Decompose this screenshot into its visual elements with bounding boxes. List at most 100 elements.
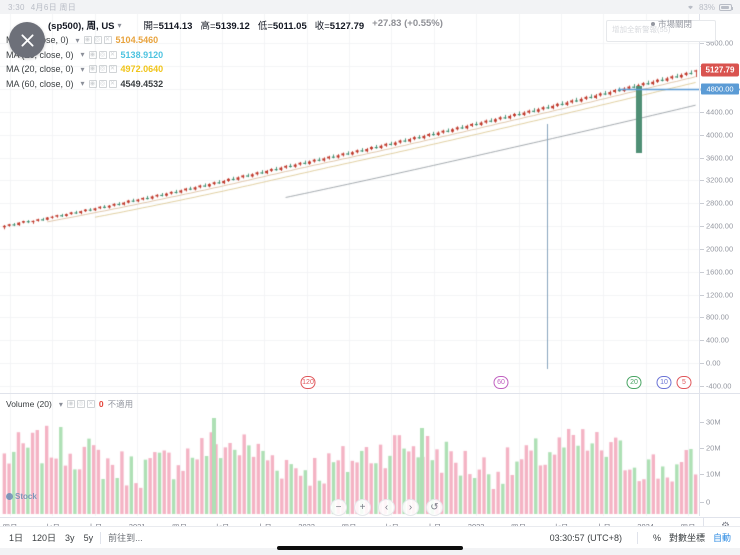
ma-badge-10[interactable]: 10 <box>656 376 672 389</box>
price-tick <box>700 340 704 342</box>
price-axis-label: 5600.00 <box>706 38 734 48</box>
settings-icon[interactable]: ◎ <box>98 50 107 59</box>
volume-indicator-name[interactable]: Volume (20) <box>6 399 52 409</box>
settings-icon[interactable]: ◎ <box>98 65 107 73</box>
indicator-name[interactable]: MA (20, close, 0) <box>6 64 74 74</box>
range-button-5y[interactable]: 5y <box>83 532 94 543</box>
price-axis-label: 3200.00 <box>706 175 734 185</box>
indicator-row-1[interactable]: MA (5, close, 0)▾◉◎✕5104.5460 <box>6 34 734 47</box>
ma-badge-60[interactable]: 60 <box>493 376 509 389</box>
price-axis-label: 400.00 <box>706 335 729 345</box>
ma-badge-120[interactable]: 120 <box>300 376 316 389</box>
price-axis-label: 0.00 <box>706 358 721 368</box>
clock-label: 03:30:57 (UTC+8) <box>549 532 622 543</box>
status-dot-icon <box>650 22 655 26</box>
price-axis-label: 3600.00 <box>706 153 734 163</box>
indicator-name[interactable]: MA (10, close, 0) <box>6 49 74 60</box>
indicator-value: 4549.4532 <box>120 78 164 89</box>
indicator-controls[interactable]: ◉ ◎ ✕ <box>88 79 117 88</box>
indicator-row-4[interactable]: MA (60, close, 0) ▾ ◉ ◎ ✕ 4549.4532 <box>6 77 734 90</box>
percent-scale-button[interactable]: % <box>652 532 661 543</box>
chart-canvas[interactable] <box>0 14 740 526</box>
price-axis-label: 2800.00 <box>706 198 734 208</box>
indicator-controls[interactable]: ◉ ◎ ✕ <box>88 65 117 73</box>
logo-dot-icon <box>6 493 13 500</box>
bottom-toolbar: 1日 120日 3y 5y 前往到... 03:30:57 (UTC+8) % 對數坐… <box>0 526 740 548</box>
chevron-down-icon[interactable]: ▾ <box>58 399 63 409</box>
eye-icon[interactable]: ◉ <box>83 36 92 44</box>
ma-badge-20[interactable]: 20 <box>626 376 642 389</box>
reset-chart-button[interactable]: ↺ <box>426 499 443 516</box>
indicator-controls[interactable]: ◉ ◎ ✕ <box>88 50 117 59</box>
volume-axis-label: 10M <box>706 469 721 479</box>
price-axis-label: 1600.00 <box>706 267 734 277</box>
indicator-value: 4972.0640 <box>120 64 164 74</box>
settings-icon[interactable]: ◎ <box>93 36 102 44</box>
toolbar-divider <box>100 531 102 544</box>
high-label: 高= <box>200 21 216 32</box>
market-status-badge: 市場關閉 <box>650 18 692 30</box>
symbol-row[interactable]: (sp500), 周, US ▾ 開=5114.13 高=5139.12 低=5… <box>6 18 734 32</box>
battery-icon <box>719 3 733 11</box>
indicator-value: 5138.9120 <box>120 49 164 60</box>
symbol-name[interactable]: (sp500), 周, US <box>48 21 115 32</box>
chevron-down-icon[interactable]: ▾ <box>80 50 85 59</box>
remove-icon[interactable]: ✕ <box>86 400 95 408</box>
home-indicator <box>277 546 463 550</box>
price-tick <box>700 180 704 182</box>
volume-tick <box>700 474 704 475</box>
remove-icon[interactable]: ✕ <box>103 36 112 44</box>
price-tick <box>700 294 704 296</box>
alert-tooltip: 增加全新警報(55) <box>606 20 716 42</box>
volume-legend[interactable]: Volume (20) ▾ ◉ ◎ ✕ 0 不適用 <box>6 398 133 410</box>
chart-legend: (sp500), 周, US ▾ 開=5114.13 高=5139.12 低=5… <box>0 14 740 90</box>
price-axis-label: 1200.00 <box>706 290 734 300</box>
range-selector[interactable]: 1日 120日 3y 5y <box>0 531 93 544</box>
price-tick <box>700 157 704 159</box>
settings-icon[interactable]: ◎ <box>76 400 85 408</box>
eye-icon[interactable]: ◉ <box>88 50 97 59</box>
indicator-row-2[interactable]: MA (10, close, 0) ▾ ◉ ◎ ✕ 5138.9120 <box>6 48 734 61</box>
zoom-controls[interactable]: − + ‹ › ↺ <box>330 499 443 516</box>
chevron-down-icon[interactable]: ▾ <box>117 20 122 30</box>
indicator-name[interactable]: MA (60, close, 0) <box>6 78 74 89</box>
eye-icon[interactable]: ◉ <box>88 65 97 73</box>
watermark-text: Stock <box>15 492 37 501</box>
volume-axis-label: 20M <box>706 443 721 453</box>
zoom-out-button[interactable]: − <box>330 499 347 516</box>
remove-icon[interactable]: ✕ <box>108 50 117 59</box>
chart-card: 增加全新警報(55) 市場關閉 (sp500), 周, US ▾ 開=5114.… <box>0 14 740 535</box>
range-button-1日[interactable]: 1日 <box>9 533 24 543</box>
high-value: 5139.12 <box>215 21 250 32</box>
volume-tick <box>700 448 704 449</box>
settings-icon[interactable]: ◎ <box>98 79 107 88</box>
price-axis[interactable]: 5600.005200.004800.004400.004000.003600.… <box>700 14 740 392</box>
eye-icon[interactable]: ◉ <box>88 79 97 88</box>
chevron-down-icon[interactable]: ▾ <box>80 64 85 74</box>
zoom-in-button[interactable]: + <box>354 499 371 516</box>
volume-axis[interactable]: 30M 20M 10M 0 <box>700 396 740 516</box>
close-button[interactable] <box>9 22 45 58</box>
eye-icon[interactable]: ◉ <box>66 400 75 408</box>
status-date: 4月6日 周日 <box>30 2 77 12</box>
chevron-down-icon[interactable]: ▾ <box>80 79 85 88</box>
auto-scale-button[interactable]: 自動 <box>712 533 731 543</box>
remove-icon[interactable]: ✕ <box>108 79 117 88</box>
range-button-3y[interactable]: 3y <box>65 532 75 543</box>
range-button-120日[interactable]: 120日 <box>32 533 57 543</box>
log-scale-button[interactable]: 對數坐標 <box>668 533 705 543</box>
goto-date-button[interactable]: 前往到... <box>108 533 143 543</box>
remove-icon[interactable]: ✕ <box>108 65 117 73</box>
indicator-row-3[interactable]: MA (20, close, 0) ▾ ◉ ◎ ✕ 4972.0640 <box>6 63 734 76</box>
ma-period-badges: 120 60 20 10 5 <box>0 376 700 394</box>
chevron-down-icon[interactable]: ▾ <box>75 35 80 45</box>
indicator-controls[interactable]: ◉ ◎ ✕ <box>83 36 112 44</box>
current-price-badge: 5127.79 <box>701 63 739 77</box>
toolbar-divider-2 <box>636 531 638 544</box>
market-status-label: 市場關閉 <box>657 19 692 29</box>
scroll-left-button[interactable]: ‹ <box>378 499 395 516</box>
price-axis-label: 2400.00 <box>706 221 734 231</box>
indicator-controls[interactable]: ◉ ◎ ✕ <box>66 400 95 408</box>
ma-badge-5[interactable]: 5 <box>676 376 692 389</box>
scroll-right-button[interactable]: › <box>402 499 419 516</box>
